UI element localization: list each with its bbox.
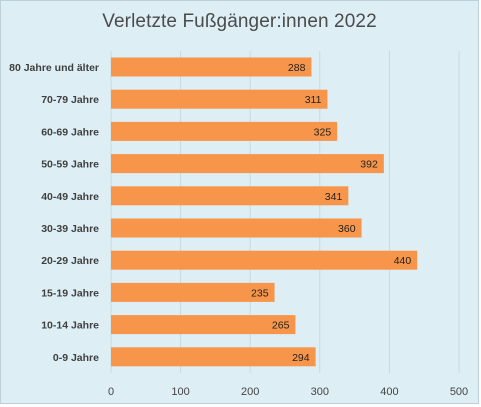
data-label: 392 [360, 159, 378, 171]
data-label: 235 [251, 287, 269, 299]
bar [111, 186, 349, 206]
data-label: 294 [292, 352, 310, 364]
category-label: 15-19 Jahre [41, 287, 99, 299]
category-label: 20-29 Jahre [41, 255, 99, 267]
bar [111, 121, 338, 141]
bar [111, 250, 418, 270]
data-label: 288 [288, 62, 306, 74]
category-label: 60-69 Jahre [41, 126, 99, 138]
category-label: 70-79 Jahre [41, 94, 99, 106]
bar [111, 89, 328, 109]
data-label: 440 [394, 255, 412, 267]
chart-title: Verletzte Fußgänger:innen 2022 [102, 11, 377, 32]
bar [111, 282, 275, 302]
category-label: 40-49 Jahre [41, 191, 99, 203]
bar [111, 218, 362, 238]
x-tick-label: 400 [380, 386, 398, 398]
category-label: 80 Jahre und älter [9, 62, 99, 74]
category-label: 30-39 Jahre [41, 223, 99, 235]
bar [111, 347, 316, 367]
category-label: 0-9 Jahre [53, 352, 99, 364]
category-label: 10-14 Jahre [41, 320, 99, 332]
bar [111, 57, 312, 77]
data-label: 265 [272, 320, 290, 332]
x-tick-label: 300 [311, 386, 329, 398]
x-tick-label: 0 [108, 386, 114, 398]
category-label: 50-59 Jahre [41, 159, 99, 171]
bar [111, 315, 296, 335]
data-label: 311 [305, 94, 322, 106]
x-tick-label: 100 [171, 386, 189, 398]
data-label: 360 [338, 223, 356, 235]
data-label: 341 [325, 191, 343, 203]
data-label: 325 [314, 126, 332, 138]
x-tick-label: 500 [450, 386, 468, 398]
bar [111, 154, 384, 174]
x-tick-label: 200 [241, 386, 259, 398]
